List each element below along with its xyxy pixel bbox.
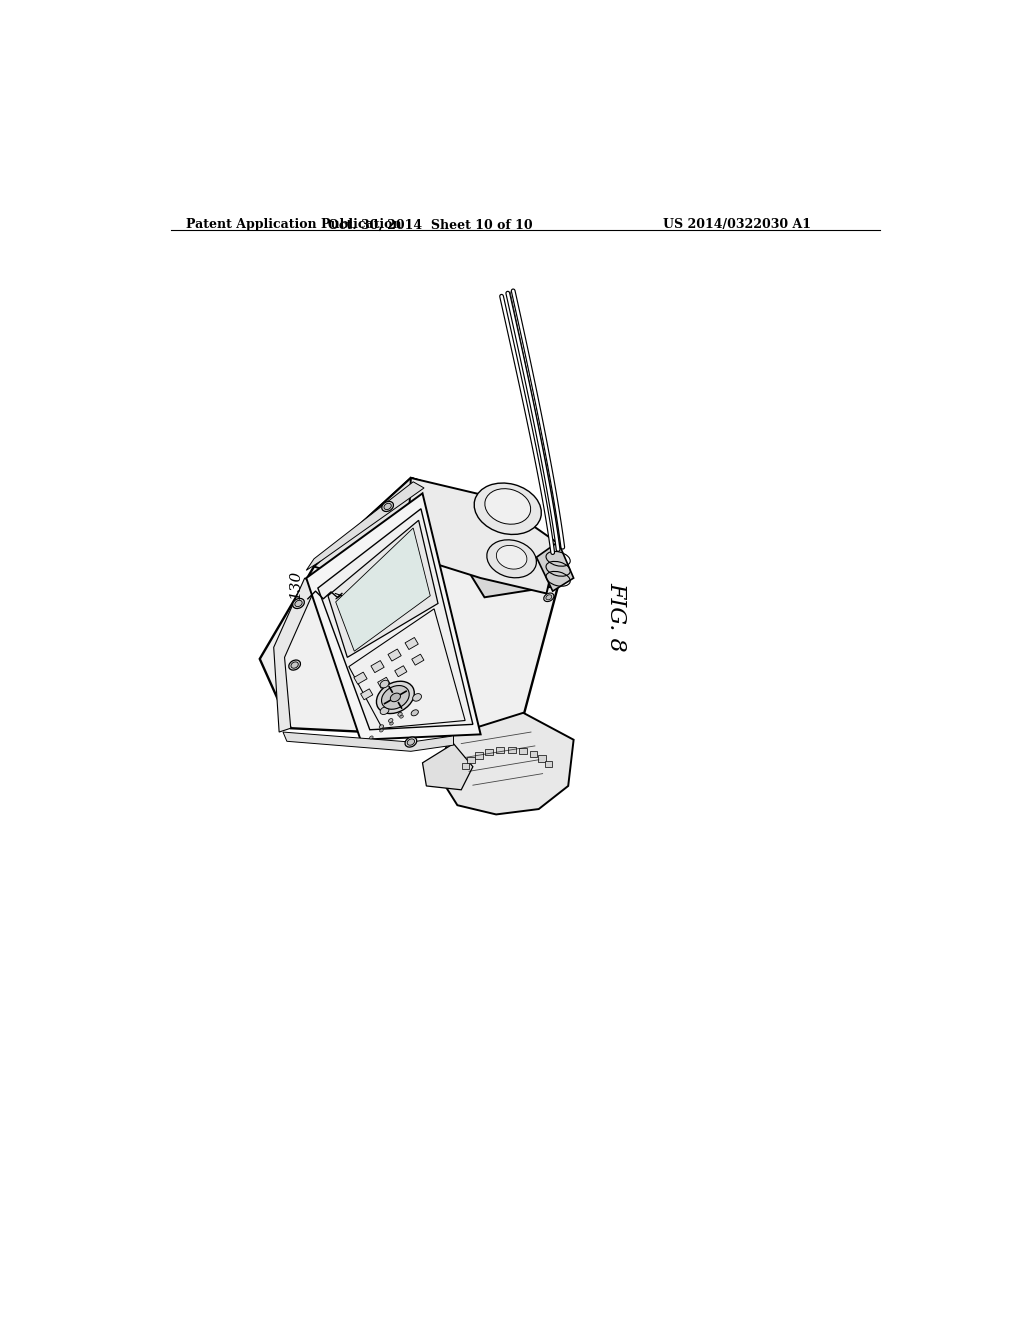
Ellipse shape (413, 693, 422, 701)
Ellipse shape (408, 739, 415, 746)
Ellipse shape (380, 680, 389, 688)
Ellipse shape (544, 593, 554, 602)
Text: FIG. 8: FIG. 8 (605, 582, 628, 651)
Polygon shape (378, 677, 390, 688)
Polygon shape (407, 478, 558, 594)
Ellipse shape (384, 503, 391, 510)
Polygon shape (328, 520, 438, 657)
Ellipse shape (379, 725, 384, 729)
Text: 130: 130 (289, 570, 303, 599)
Polygon shape (336, 528, 430, 651)
Ellipse shape (484, 488, 530, 524)
Polygon shape (306, 494, 480, 739)
Ellipse shape (411, 710, 419, 715)
Polygon shape (467, 758, 475, 763)
Polygon shape (496, 747, 504, 754)
Polygon shape (411, 478, 558, 597)
Text: US 2014/0322030 A1: US 2014/0322030 A1 (663, 218, 811, 231)
Ellipse shape (380, 708, 389, 714)
Polygon shape (371, 660, 384, 673)
Ellipse shape (390, 693, 400, 702)
Ellipse shape (295, 601, 302, 607)
Polygon shape (406, 638, 418, 649)
Text: Patent Application Publication: Patent Application Publication (186, 218, 401, 231)
Ellipse shape (289, 660, 300, 671)
Polygon shape (485, 748, 493, 755)
Polygon shape (529, 751, 538, 758)
Ellipse shape (291, 661, 298, 668)
Ellipse shape (486, 540, 537, 578)
Ellipse shape (398, 713, 402, 717)
Polygon shape (354, 672, 368, 684)
Polygon shape (423, 743, 473, 789)
Polygon shape (349, 609, 465, 729)
Polygon shape (314, 478, 484, 590)
Ellipse shape (406, 737, 417, 747)
Polygon shape (539, 755, 546, 762)
Polygon shape (545, 760, 552, 767)
Polygon shape (508, 747, 515, 752)
Ellipse shape (388, 718, 393, 722)
Ellipse shape (380, 729, 383, 733)
Ellipse shape (474, 483, 542, 535)
Polygon shape (537, 543, 573, 591)
Polygon shape (438, 713, 573, 814)
Polygon shape (260, 478, 558, 737)
Polygon shape (306, 482, 424, 570)
Ellipse shape (382, 685, 410, 709)
Ellipse shape (382, 502, 393, 511)
Ellipse shape (546, 595, 552, 599)
Polygon shape (273, 578, 315, 733)
Polygon shape (475, 752, 482, 759)
Polygon shape (283, 733, 454, 751)
Polygon shape (360, 689, 373, 700)
Polygon shape (462, 763, 469, 770)
Polygon shape (519, 748, 527, 754)
Ellipse shape (497, 545, 527, 569)
Ellipse shape (390, 722, 393, 725)
Ellipse shape (293, 598, 304, 609)
Polygon shape (412, 655, 424, 665)
Polygon shape (394, 665, 407, 677)
Polygon shape (388, 649, 401, 661)
Ellipse shape (399, 715, 403, 718)
Polygon shape (317, 508, 473, 730)
Ellipse shape (377, 681, 415, 714)
Text: Oct. 30, 2014  Sheet 10 of 10: Oct. 30, 2014 Sheet 10 of 10 (328, 218, 532, 231)
Ellipse shape (370, 737, 373, 739)
